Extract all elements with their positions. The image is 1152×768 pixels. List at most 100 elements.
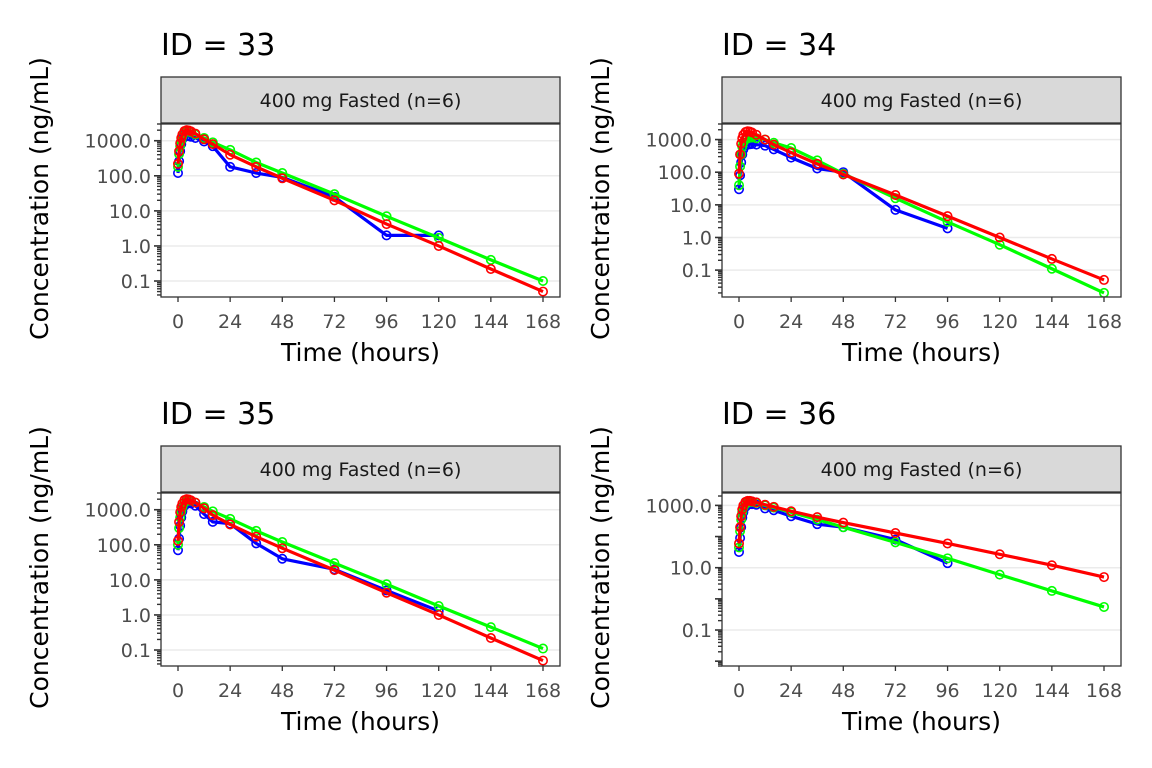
x-tick-label: 0 bbox=[733, 680, 745, 702]
y-tick-label: 100.0 bbox=[97, 535, 151, 557]
data-point bbox=[537, 276, 548, 287]
data-point bbox=[838, 169, 849, 180]
data-point bbox=[994, 239, 1005, 250]
data-point bbox=[433, 609, 444, 620]
data-point bbox=[735, 522, 746, 533]
data-point bbox=[277, 173, 288, 184]
data-point bbox=[994, 569, 1005, 580]
y-axis-label: Concentration (ng/mL) bbox=[25, 57, 54, 340]
data-point bbox=[942, 211, 953, 222]
data-point bbox=[433, 240, 444, 251]
x-tick-label: 24 bbox=[218, 680, 242, 702]
y-tick-label: 10.0 bbox=[670, 558, 712, 580]
data-point bbox=[485, 622, 496, 633]
data-point bbox=[942, 538, 953, 549]
chart-title: ID = 34 bbox=[722, 28, 836, 63]
data-point bbox=[1098, 601, 1109, 612]
data-point bbox=[890, 204, 901, 215]
chart-title: ID = 36 bbox=[722, 397, 836, 432]
data-point bbox=[485, 633, 496, 644]
x-tick-label: 0 bbox=[172, 311, 184, 333]
data-point bbox=[173, 158, 184, 169]
x-tick-label: 72 bbox=[883, 311, 907, 333]
y-tick-label: 0.1 bbox=[682, 620, 712, 642]
x-tick-label: 120 bbox=[982, 311, 1018, 333]
x-tick-label: 72 bbox=[883, 680, 907, 702]
data-point bbox=[225, 519, 236, 530]
facet-strip bbox=[160, 445, 561, 493]
x-tick-label: 96 bbox=[935, 311, 959, 333]
x-tick-label: 144 bbox=[473, 311, 509, 333]
x-tick-label: 120 bbox=[421, 311, 457, 333]
x-axis-label: Time (hours) bbox=[280, 338, 440, 367]
y-tick-label: 100.0 bbox=[97, 166, 151, 188]
x-tick-label: 144 bbox=[1034, 680, 1070, 702]
facet-strip-label: 400 mg Fasted (n=6) bbox=[260, 459, 462, 481]
y-tick-label: 1.0 bbox=[682, 227, 712, 249]
x-tick-label: 48 bbox=[831, 680, 855, 702]
x-tick-label: 168 bbox=[525, 311, 561, 333]
data-point bbox=[734, 180, 745, 191]
x-tick-label: 168 bbox=[1086, 311, 1122, 333]
x-tick-label: 24 bbox=[779, 311, 803, 333]
x-tick-label: 96 bbox=[374, 680, 398, 702]
data-point bbox=[751, 497, 762, 508]
data-point bbox=[734, 538, 745, 549]
data-point bbox=[251, 161, 262, 172]
x-tick-label: 24 bbox=[218, 311, 242, 333]
chart-title: ID = 33 bbox=[161, 28, 275, 63]
plot-border bbox=[160, 492, 561, 667]
data-point bbox=[207, 139, 218, 150]
y-tick-label: 1000.0 bbox=[646, 130, 712, 152]
plot-border bbox=[721, 492, 1122, 667]
data-point bbox=[1099, 287, 1109, 297]
x-tick-label: 144 bbox=[473, 680, 509, 702]
y-tick-label: 1.0 bbox=[121, 605, 151, 627]
facet-strip-label: 400 mg Fasted (n=6) bbox=[260, 90, 462, 112]
data-point bbox=[1046, 263, 1057, 274]
x-tick-label: 48 bbox=[831, 311, 855, 333]
data-point bbox=[173, 535, 184, 546]
data-point bbox=[329, 195, 340, 206]
data-point bbox=[251, 538, 262, 549]
y-axis-label: Concentration (ng/mL) bbox=[586, 57, 615, 340]
y-tick-label: 0.1 bbox=[121, 640, 151, 662]
y-tick-label: 10.0 bbox=[670, 195, 712, 217]
y-axis-label: Concentration (ng/mL) bbox=[586, 426, 615, 709]
data-point bbox=[207, 510, 218, 521]
series-group bbox=[734, 495, 1109, 612]
x-tick-label: 144 bbox=[1034, 311, 1070, 333]
x-axis-label: Time (hours) bbox=[280, 707, 440, 736]
y-tick-label: 1000.0 bbox=[646, 495, 712, 517]
plot-area bbox=[722, 493, 1121, 666]
chart-panel: ID = 35 400 mg Fasted (n=6) 0.1 1.0 10.0 100.… bbox=[25, 397, 561, 736]
x-tick-label: 48 bbox=[270, 311, 294, 333]
data-point bbox=[381, 219, 392, 230]
x-axis-label: Time (hours) bbox=[841, 707, 1001, 736]
data-point bbox=[173, 168, 184, 179]
y-tick-label: 1000.0 bbox=[85, 500, 151, 522]
data-point bbox=[381, 587, 392, 598]
x-axis-label: Time (hours) bbox=[841, 338, 1001, 367]
data-point bbox=[786, 147, 797, 158]
x-tick-label: 72 bbox=[322, 680, 346, 702]
series-group bbox=[173, 494, 548, 666]
facet-strip-label: 400 mg Fasted (n=6) bbox=[821, 90, 1023, 112]
data-point bbox=[786, 506, 797, 517]
data-point bbox=[734, 168, 745, 179]
data-point bbox=[381, 230, 392, 241]
data-point bbox=[277, 553, 288, 564]
chart-title: ID = 35 bbox=[161, 397, 275, 432]
facet-strip bbox=[160, 76, 561, 124]
x-tick-label: 24 bbox=[779, 680, 803, 702]
x-tick-label: 96 bbox=[374, 311, 398, 333]
data-point bbox=[942, 553, 953, 564]
data-point bbox=[329, 558, 340, 569]
data-point bbox=[768, 139, 779, 150]
y-tick-label: 100.0 bbox=[658, 162, 712, 184]
facet-strip bbox=[721, 445, 1122, 493]
data-point bbox=[994, 549, 1005, 560]
y-tick-label: 1000.0 bbox=[85, 131, 151, 153]
y-tick-label: 1.0 bbox=[121, 236, 151, 258]
facet-strip bbox=[721, 76, 1122, 124]
